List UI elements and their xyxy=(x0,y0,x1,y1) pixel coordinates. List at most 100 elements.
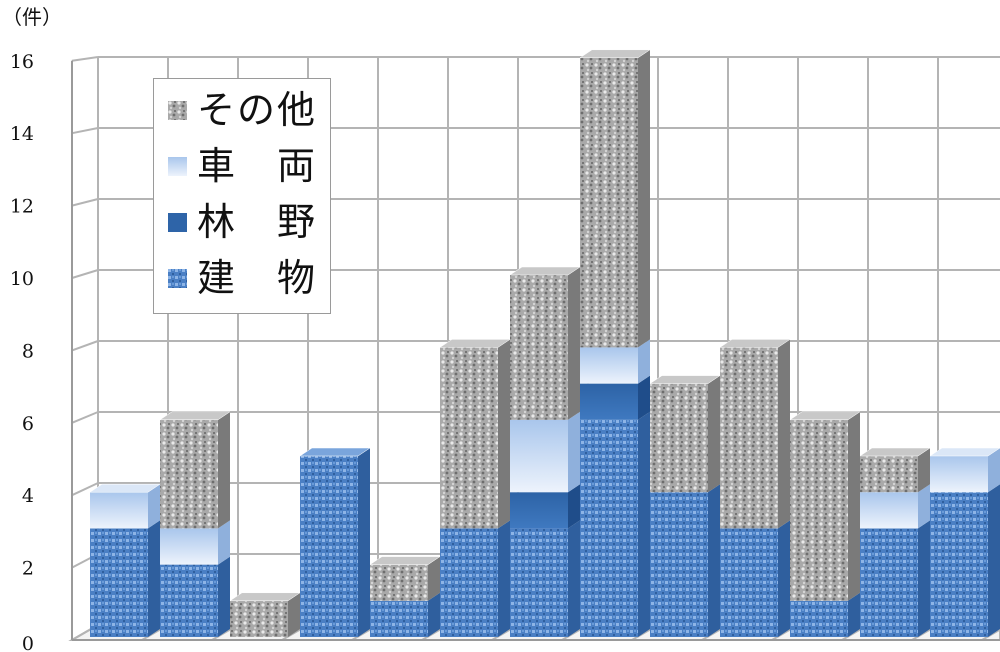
bar-top xyxy=(929,447,1000,457)
bar-top xyxy=(509,266,581,276)
bar-segment xyxy=(860,528,918,637)
y-tick-label: 0 xyxy=(22,633,34,652)
bar-top xyxy=(159,411,231,421)
bar-top xyxy=(89,483,161,493)
gridline-side xyxy=(71,127,99,135)
floor-tick xyxy=(981,628,1000,641)
bar-side xyxy=(498,339,510,529)
bar-segment xyxy=(720,347,778,529)
bar-segment xyxy=(580,383,638,420)
bar-segment xyxy=(230,600,288,637)
bar-side xyxy=(568,520,580,637)
bar-side xyxy=(638,339,650,384)
bar-segment xyxy=(580,347,638,384)
bar-segment xyxy=(930,492,988,637)
bar-segment xyxy=(440,528,498,637)
gridline-side xyxy=(71,411,99,424)
bar-side xyxy=(988,448,1000,493)
legend-swatch-vehicle xyxy=(168,156,187,176)
y-tick-label: 16 xyxy=(10,51,34,73)
bar-side xyxy=(568,411,580,493)
y-tick-label: 14 xyxy=(10,123,34,145)
bar-segment xyxy=(440,347,498,529)
bar-side xyxy=(358,448,370,637)
bar-side xyxy=(638,49,650,348)
bar-top xyxy=(229,592,301,602)
gridline-side xyxy=(71,269,99,279)
legend-label-building: 建 物 xyxy=(197,256,318,300)
bar-side xyxy=(778,339,790,529)
bar-side xyxy=(918,520,930,637)
bar-side xyxy=(568,267,580,420)
bar-side xyxy=(148,520,160,637)
bar-segment xyxy=(650,492,708,637)
bar-top xyxy=(719,339,791,348)
bar-top xyxy=(859,447,931,457)
legend-label-other: その他 xyxy=(197,88,318,132)
bar-top xyxy=(369,556,441,565)
bar-segment xyxy=(580,419,638,637)
legend-swatch-other xyxy=(168,100,187,120)
bar-segment xyxy=(650,383,708,493)
bar-side xyxy=(918,448,930,493)
legend-swatch-forest xyxy=(168,212,187,232)
bar-side xyxy=(218,411,230,529)
bar-segment xyxy=(370,600,428,637)
legend-label-forest: 林 野 xyxy=(197,200,318,244)
legend-item-building: 建 物 xyxy=(168,253,317,303)
gridline-side xyxy=(71,482,99,497)
y-axis-unit: （件） xyxy=(2,5,62,29)
bar-top xyxy=(439,339,511,348)
bar-segment xyxy=(510,492,568,529)
axis-labels: 0 2 4 6 8 10 12 14 16 （件） xyxy=(2,5,62,652)
bar-side xyxy=(288,592,300,637)
y-tick-label: 6 xyxy=(22,413,34,435)
bar-segment xyxy=(930,456,988,493)
bar-top xyxy=(579,49,651,59)
bar-side xyxy=(638,411,650,637)
bar-side xyxy=(708,484,720,637)
bar-side xyxy=(498,520,510,637)
gridline-side xyxy=(71,56,99,62)
legend-label-vehicle: 車 両 xyxy=(197,144,318,188)
bar-side xyxy=(428,556,440,601)
axes xyxy=(71,60,1000,641)
bar-segment xyxy=(370,564,428,601)
bar-segment xyxy=(790,600,848,637)
bar-side xyxy=(918,484,930,529)
bar-segment xyxy=(860,492,918,529)
bar-segment xyxy=(300,456,358,637)
bar-segment xyxy=(160,564,218,637)
bar-side xyxy=(638,375,650,420)
legend-item-vehicle: 車 両 xyxy=(168,141,317,191)
gridline-side xyxy=(71,340,99,352)
bar-side xyxy=(848,411,860,601)
bar-segment xyxy=(860,456,918,493)
bar-top xyxy=(649,375,721,384)
bar-side xyxy=(708,375,720,493)
bar-segment xyxy=(90,528,148,637)
bar-side xyxy=(778,520,790,637)
y-tick-label: 8 xyxy=(22,340,34,362)
y-tick-label: 2 xyxy=(22,558,34,580)
bar-side xyxy=(848,592,860,637)
legend-item-other: その他 xyxy=(168,85,317,135)
bar-segment xyxy=(510,275,568,420)
bar-side xyxy=(218,556,230,637)
bar-side xyxy=(428,592,440,637)
bar-segment xyxy=(720,528,778,637)
legend: その他 車 両 林 野 建 物 xyxy=(153,78,331,314)
bar-series xyxy=(89,49,1000,637)
legend-item-forest: 林 野 xyxy=(168,197,317,247)
bar-segment xyxy=(160,419,218,529)
bar-segment xyxy=(510,528,568,637)
bar-side xyxy=(988,484,1000,637)
y-tick-label: 10 xyxy=(10,268,34,290)
bar-side xyxy=(218,520,230,565)
y-tick-label: 12 xyxy=(10,196,34,218)
bar-side xyxy=(568,484,580,529)
bar-top xyxy=(299,447,371,457)
bar-segment xyxy=(580,57,638,348)
bar-segment xyxy=(790,419,848,601)
